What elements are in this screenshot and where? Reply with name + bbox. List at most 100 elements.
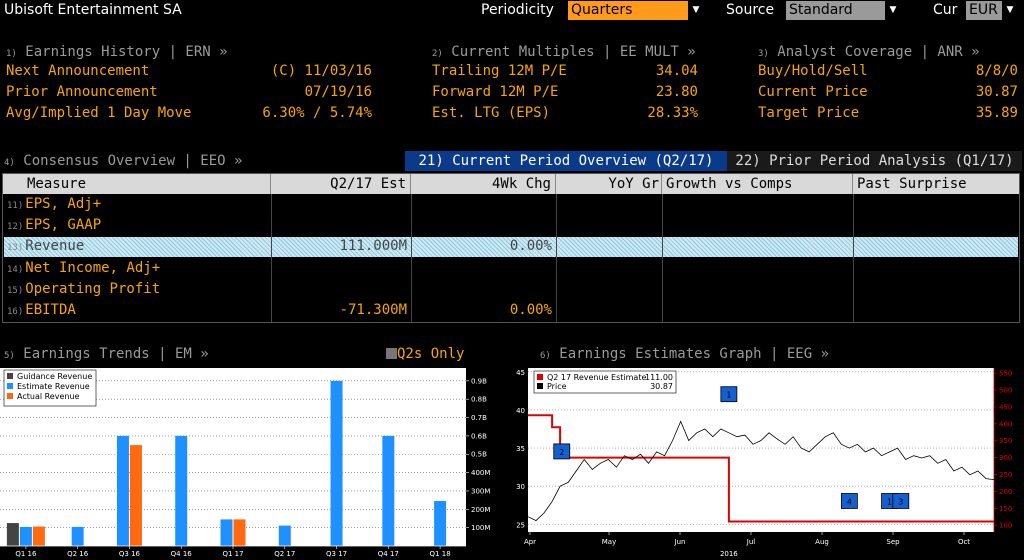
price-line [527,420,995,522]
bar [71,526,84,546]
prior-announcement-value: 07/19/16 [304,84,372,100]
y-tick-label: 0.6B [471,432,487,440]
y-tick-label: 0.5B [471,451,487,459]
table-row[interactable]: 14) Net Income, Adj+ [7,260,161,276]
x-tick-label: Q2 17 [274,550,295,558]
revenue-chg-value: 0.00% [509,238,552,254]
legend-label: Guidance Revenue [17,372,92,381]
currency-dropdown[interactable]: EUR ▼ [966,1,1018,20]
col-header-growth-vs-comps[interactable]: Growth vs Comps [662,174,853,194]
header-bar: Ubisoft Entertainment SA Periodicity Qua… [0,0,1024,22]
table-row[interactable]: 15) Operating Profit [7,281,161,297]
x-tick-label: Oct [958,538,970,546]
q2s-only-toggle[interactable]: Q2s Only [386,346,464,362]
earnings-trends-link[interactable]: 5) Earnings Trends | EM » [4,346,209,362]
earnings-history-link[interactable]: 1) Earnings History | ERN » [6,44,228,60]
col-header-est[interactable]: Q2/17 Est [271,174,411,194]
table-row[interactable]: 16) EBITDA [7,302,76,318]
current-multiples-panel: 2) Current Multiples | EE MULT » Trailin… [432,44,700,129]
x-tick-label: Q4 16 [171,550,193,558]
checkbox-icon[interactable] [386,348,397,359]
legend-swatch [537,374,543,380]
tab-prior-period[interactable]: 22) Prior Period Analysis (Q1/17) [727,151,1022,171]
estimate-line [528,414,994,523]
y-tick-label: 35 [516,445,525,453]
analyst-coverage-link[interactable]: 3) Analyst Coverage | ANR » [758,44,980,60]
avg-move-value: 6.30% / 5.74% [262,105,372,121]
next-announcement-value: (C) 11/03/16 [270,63,372,79]
tab-current-period[interactable]: 21) Current Period Overview (Q2/17) [405,151,727,171]
y-tick-label: 0.7B [471,414,487,422]
chevron-down-icon[interactable]: ▼ [688,1,704,20]
bar [382,435,395,546]
chevron-down-icon[interactable]: ▼ [885,1,901,20]
forward-pe-value: 23.80 [655,84,698,100]
currency-value: EUR [969,2,998,18]
chevron-down-icon[interactable]: ▼ [1002,1,1018,20]
analyst-coverage-panel: 3) Analyst Coverage | ANR » Buy/Hold/Sel… [758,44,1018,129]
y-tick-label: 40 [516,407,525,415]
table-row[interactable]: 13) Revenue [7,238,85,254]
bar [220,519,233,546]
event-marker-label: 2 [559,448,564,457]
est-ltg-label: Est. LTG (EPS) [432,105,551,121]
event-marker [720,386,738,403]
col-header-yoy-gr[interactable]: YoY Gr [556,174,662,194]
event-marker [892,493,910,509]
x-tick-label: Jul [746,538,756,546]
row-highlight [4,237,1018,257]
event-marker-label: 1 [726,391,731,400]
x-tick-label: Q3 17 [326,550,347,558]
y-tick-label: 200 [999,488,1012,496]
periodicity-label: Periodicity [481,2,554,18]
bar [32,526,45,546]
col-header-4wk-chg[interactable]: 4Wk Chg [411,174,556,194]
buy-hold-sell-value: 8/8/0 [975,63,1018,79]
y-tick-label: 550 [999,370,1012,378]
x-tick-label: Q1 18 [430,550,451,558]
y-tick-label: 200M [471,506,490,514]
x-tick-label: Q3 16 [119,550,141,558]
y-tick-label: 400M [471,469,490,477]
periodicity-value: Quarters [571,2,633,18]
legend-swatch [537,383,543,389]
est-ltg-value: 28.33% [647,105,698,121]
bar [330,380,343,546]
currency-label: Cur [933,2,958,18]
y-tick-label: 0.8B [471,396,487,404]
x-year-label: 2016 [720,550,738,558]
legend-swatch [7,393,13,399]
y-tick-label: 250 [999,471,1012,479]
trailing-pe-value: 34.04 [655,63,698,79]
bar [233,519,246,546]
x-tick-label: Jun [674,538,686,546]
x-tick-label: Aug [815,538,829,546]
next-announcement-label: Next Announcement [6,63,150,79]
bar [19,526,32,546]
col-header-past-surprise[interactable]: Past Surprise [853,174,1019,194]
col-header-measure[interactable]: Measure [3,174,271,194]
x-tick-label: Sep [886,538,900,546]
y-tick-label: 30 [516,483,525,491]
revenue-est-value: 111.000M [339,238,407,254]
consensus-overview-link[interactable]: 4) Consensus Overview | EEO » [4,153,243,169]
y-tick-label: 400 [999,420,1012,428]
table-row[interactable]: 12) EPS, GAAP [7,217,102,233]
buy-hold-sell-label: Buy/Hold/Sell [758,63,868,79]
current-price-label: Current Price [758,84,868,100]
earnings-trends-chart: 100M 200M 300M 400M 0.5B 0.6B 0.7B 0.8B 0.9B Q1 1… [0,368,490,558]
legend-label: Q2 17 Revenue Estimate [547,373,646,382]
y-tick-label: 0.9B [471,377,487,385]
current-multiples-link[interactable]: 2) Current Multiples | EE MULT » [432,44,696,60]
x-tick-label: Q1 17 [222,550,243,558]
earnings-estimates-graph-link[interactable]: 6) Earnings Estimates Graph | EEG » [540,346,829,362]
y-tick-label: 500 [999,386,1012,394]
source-dropdown[interactable]: Standard ▼ [786,1,901,20]
x-tick-label: Q4 17 [378,550,399,558]
x-tick-label: Q2 16 [67,550,89,558]
periodicity-dropdown[interactable]: Quarters ▼ [568,1,704,20]
table-row[interactable]: 11) EPS, Adj+ [7,196,102,212]
legend-value: 111.00 [645,373,673,382]
event-marker [553,443,571,460]
y-tick-label: 300 [999,454,1012,462]
